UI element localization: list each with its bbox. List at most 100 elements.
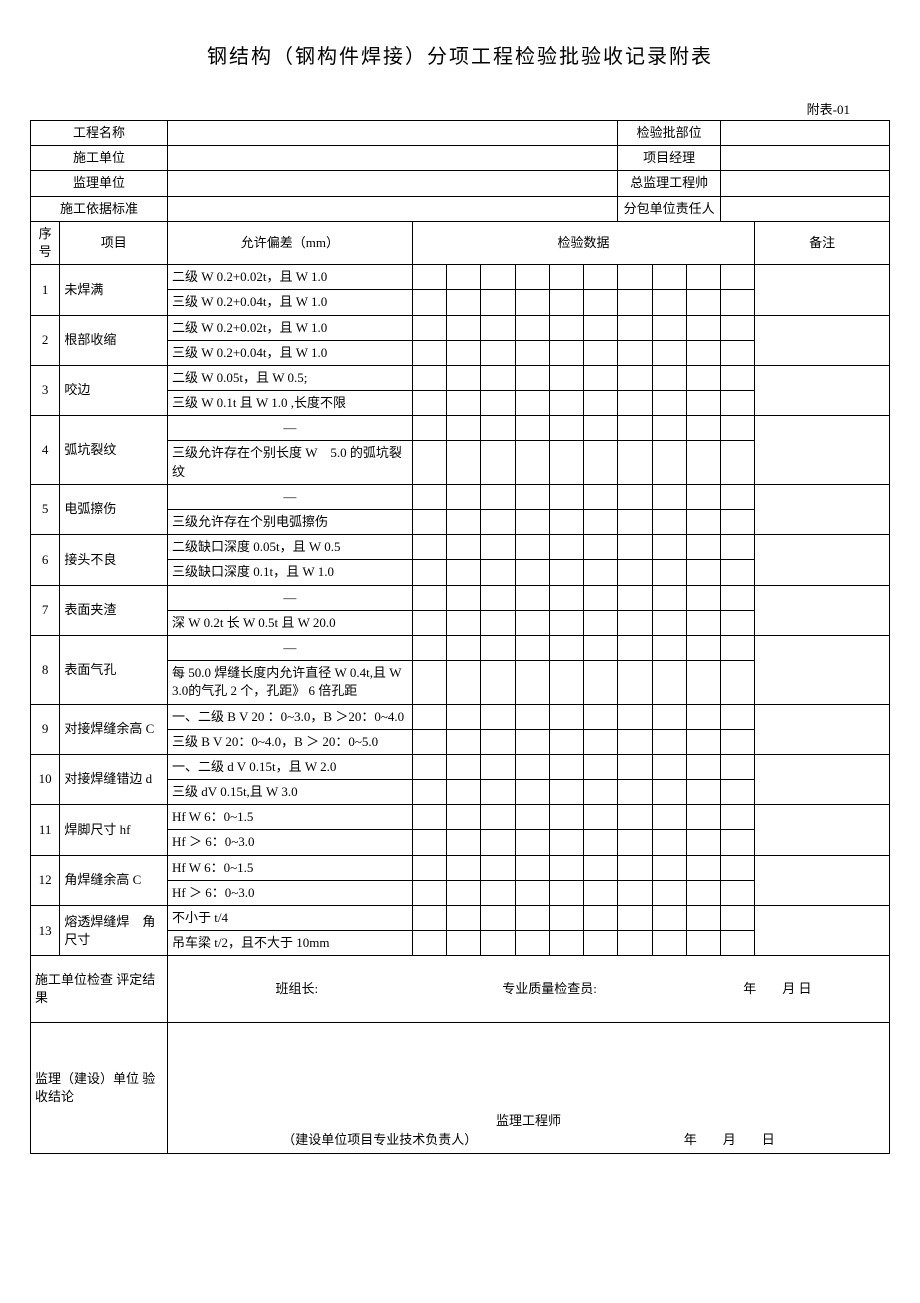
data-cell — [412, 585, 446, 610]
data-cell — [584, 805, 618, 830]
header-row-3: 监理单位 总监理工程帅 — [31, 171, 890, 196]
data-cell — [721, 315, 755, 340]
seq-cell: 1 — [31, 265, 60, 315]
deviation-cell: 一、二级 d V 0.15t，且 W 2.0 — [168, 754, 413, 779]
item-cell: 接头不良 — [60, 535, 168, 585]
data-cell — [515, 484, 549, 509]
data-cell — [618, 906, 652, 931]
col-item: 项目 — [60, 221, 168, 264]
seq-cell: 9 — [31, 704, 60, 754]
data-cell — [447, 704, 481, 729]
data-cell — [652, 780, 686, 805]
data-cell — [447, 805, 481, 830]
table-row: 5电弧擦伤— — [31, 484, 890, 509]
data-cell — [721, 906, 755, 931]
data-cell — [721, 754, 755, 779]
label-project-name: 工程名称 — [31, 121, 168, 146]
seq-cell: 12 — [31, 855, 60, 905]
data-cell — [584, 704, 618, 729]
seq-cell: 6 — [31, 535, 60, 585]
data-cell — [618, 704, 652, 729]
data-cell — [686, 484, 720, 509]
data-cell — [618, 560, 652, 585]
data-cell — [481, 510, 515, 535]
data-cell — [549, 780, 583, 805]
seq-cell: 4 — [31, 416, 60, 485]
supervising-engineer-label: 监理工程师 — [172, 1112, 885, 1130]
label-inspection-unit: 检验批部位 — [618, 121, 721, 146]
data-cell — [549, 416, 583, 441]
data-cell — [412, 416, 446, 441]
data-cell — [447, 931, 481, 956]
table-row: 11焊脚尺寸 hfHf W 6：0~1.5 — [31, 805, 890, 830]
data-cell — [686, 441, 720, 484]
data-cell — [618, 780, 652, 805]
data-cell — [481, 610, 515, 635]
deviation-cell: Hf W 6：0~1.5 — [168, 855, 413, 880]
table-row: 8表面气孔— — [31, 635, 890, 660]
header-row-1: 工程名称 检验批部位 — [31, 121, 890, 146]
table-row: 1未焊满二级 W 0.2+0.02t，且 W 1.0 — [31, 265, 890, 290]
data-cell — [447, 365, 481, 390]
data-cell — [481, 805, 515, 830]
data-cell — [481, 754, 515, 779]
inspection-table: 工程名称 检验批部位 施工单位 项目经理 监理单位 总监理工程帅 施工依据标准 … — [30, 120, 890, 1154]
data-cell — [515, 855, 549, 880]
data-cell — [584, 416, 618, 441]
data-cell — [721, 391, 755, 416]
label-construction-unit: 施工单位 — [31, 146, 168, 171]
data-cell — [686, 290, 720, 315]
col-data: 检验数据 — [412, 221, 755, 264]
data-cell — [447, 441, 481, 484]
data-cell — [549, 729, 583, 754]
data-cell — [686, 365, 720, 390]
deviation-cell: 二级缺口深度 0.05t，且 W 0.5 — [168, 535, 413, 560]
data-cell — [481, 635, 515, 660]
data-cell — [549, 830, 583, 855]
data-cell — [412, 610, 446, 635]
col-deviation: 允许偏差（mm） — [168, 221, 413, 264]
label-subcontractor: 分包单位责任人 — [618, 196, 721, 221]
deviation-cell: 吊车梁 t/2，且不大于 10mm — [168, 931, 413, 956]
remark-cell — [755, 635, 890, 704]
data-cell — [481, 290, 515, 315]
supervision-blank — [168, 1023, 890, 1110]
data-cell — [721, 340, 755, 365]
data-cell — [412, 290, 446, 315]
data-cell — [447, 315, 481, 340]
label-supervision-conclusion: 监理（建设）单位 验收结论 — [31, 1023, 168, 1153]
remark-cell — [755, 906, 890, 956]
data-cell — [686, 635, 720, 660]
deviation-cell: Hf ＞ 6：0~3.0 — [168, 880, 413, 905]
data-cell — [447, 391, 481, 416]
data-cell — [652, 441, 686, 484]
data-cell — [584, 780, 618, 805]
deviation-cell: Hf W 6：0~1.5 — [168, 805, 413, 830]
remark-cell — [755, 315, 890, 365]
data-cell — [652, 754, 686, 779]
seq-cell: 7 — [31, 585, 60, 635]
remark-cell — [755, 484, 890, 534]
data-cell — [481, 931, 515, 956]
data-cell — [584, 661, 618, 704]
item-cell: 根部收缩 — [60, 315, 168, 365]
data-cell — [652, 855, 686, 880]
label-chief-supervisor: 总监理工程帅 — [618, 171, 721, 196]
deviation-cell: 每 50.0 焊缝长度内允许直径 W 0.4t,且 W 3.0的气孔 2 个，孔… — [168, 661, 413, 704]
data-cell — [618, 635, 652, 660]
deviation-cell: 三级允许存在个别电弧擦伤 — [168, 510, 413, 535]
data-cell — [686, 880, 720, 905]
data-cell — [584, 365, 618, 390]
data-cell — [652, 704, 686, 729]
data-cell — [618, 855, 652, 880]
data-cell — [481, 661, 515, 704]
data-cell — [549, 880, 583, 905]
table-row: 9对接焊缝余高 C一、二级 B V 20 ：0~3.0，B ＞20：0~4.0 — [31, 704, 890, 729]
data-cell — [549, 484, 583, 509]
data-cell — [447, 661, 481, 704]
data-cell — [618, 416, 652, 441]
data-cell — [721, 585, 755, 610]
data-cell — [412, 391, 446, 416]
item-cell: 熔透焊缝焊 角尺寸 — [60, 906, 168, 956]
data-cell — [447, 880, 481, 905]
